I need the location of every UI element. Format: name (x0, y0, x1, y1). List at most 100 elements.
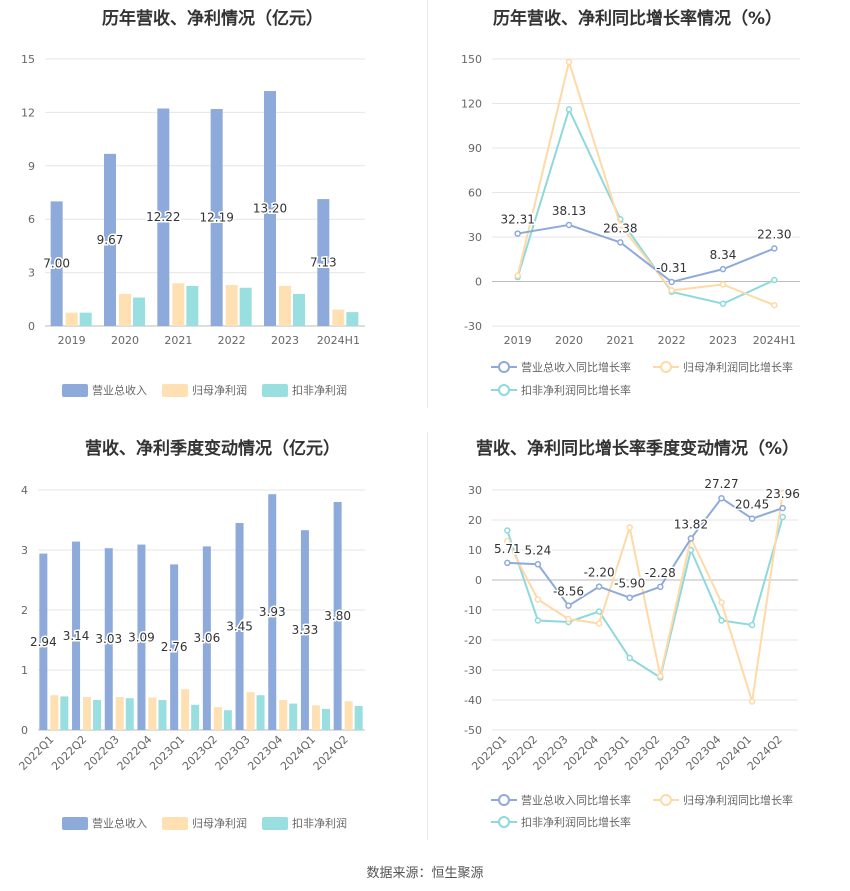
line-point (657, 583, 664, 591)
x-tick-label: 2022Q2 (49, 733, 89, 773)
line-data-label: 5.71 (494, 542, 521, 556)
y-tick-label: 30 (468, 231, 482, 244)
line-point (565, 58, 573, 66)
line-data-label: -0.31 (656, 261, 687, 275)
y-tick-label: 30 (468, 484, 482, 497)
line-data-label: 26.38 (603, 221, 637, 235)
y-tick-label: 9 (28, 160, 35, 173)
line-data-label: -2.28 (645, 566, 676, 580)
bar-parent-profit (225, 285, 238, 326)
bar-parent-profit (50, 695, 59, 730)
bar-parent-profit (213, 707, 222, 730)
legend-label: 扣非净利润同比增长率 (521, 383, 631, 397)
bar-data-label: 3.03 (95, 632, 122, 646)
bar-revenue (235, 523, 244, 730)
bar-revenue (317, 199, 330, 326)
legend-label: 扣非净利润 (292, 383, 347, 397)
line-point (617, 221, 624, 229)
line-data-label: -5.90 (614, 577, 645, 591)
line-point (719, 281, 727, 288)
bar-data-label: 2.94 (30, 635, 57, 649)
y-tick-label: -30 (464, 664, 482, 677)
legend-label: 扣非净利润同比增长率 (521, 815, 631, 829)
line-point (719, 300, 727, 307)
line-point (565, 106, 573, 113)
line-point (771, 276, 778, 284)
line-point (718, 617, 725, 624)
bar-parent-profit (65, 312, 78, 326)
y-tick-label: 3 (28, 267, 35, 280)
bar-revenue (264, 91, 276, 326)
line-point (779, 504, 786, 512)
x-tick-label: 2024H1 (317, 334, 360, 347)
y-tick-label: 150 (461, 53, 482, 66)
quarterly-profit-title: 营收、净利季度变动情况（亿元） (85, 439, 340, 459)
bar-deducted-profit (321, 709, 330, 730)
bar-revenue (50, 201, 63, 326)
legend-swatch (162, 817, 188, 830)
bar-data-label: 3.93 (259, 605, 286, 619)
line-series-revenue (517, 223, 775, 284)
line-series-parent-profit (516, 58, 775, 307)
bar-revenue (39, 553, 48, 730)
line-point (719, 265, 727, 273)
line-point (534, 561, 542, 568)
legend-marker (498, 361, 510, 373)
panel-divider-bottom (427, 432, 428, 840)
bar-data-label: 3.33 (292, 623, 319, 637)
bar-revenue (104, 153, 116, 326)
x-tick-label: 2019 (58, 334, 86, 347)
legend-swatch (262, 384, 288, 397)
x-tick-label: 2021 (606, 334, 634, 347)
bar-revenue (137, 544, 146, 730)
quarterly-growth-panel: 营收、净利同比增长率季度变动情况（%） -50 -40 -30 -20 -10 0 10 20… (425, 430, 850, 850)
x-tick-label: 2022 (658, 334, 686, 347)
bar-deducted-profit (60, 696, 69, 730)
bar-data-label: 3.80 (324, 609, 351, 623)
y-tick-label: 0 (475, 574, 482, 587)
x-tick-label: 2023 (709, 334, 737, 347)
x-tick-label: 2020 (111, 334, 139, 347)
bar-deducted-profit (79, 312, 92, 326)
line-point (565, 602, 572, 609)
line-point (504, 559, 511, 567)
bar-deducted-profit (293, 293, 305, 326)
line-series-revenue (507, 496, 784, 608)
bar-deducted-profit (191, 704, 200, 730)
bar-data-label: 12.22 (146, 210, 180, 224)
legend-marker (498, 384, 510, 396)
line-point (504, 527, 511, 534)
bar-deducted-profit (289, 703, 298, 730)
bar-data-label: 7.00 (43, 257, 70, 271)
line-data-label: 32.31 (500, 213, 534, 227)
line-point (748, 698, 756, 705)
bar-deducted-profit (346, 312, 359, 326)
y-tick-label: 15 (21, 53, 35, 66)
x-tick-label: 2023Q1 (147, 733, 187, 773)
legend-label: 营业总收入 (92, 816, 147, 830)
y-tick-label: 10 (468, 544, 482, 557)
annual-profit-title: 历年营收、净利情况（亿元） (102, 9, 323, 29)
bar-parent-profit (246, 692, 255, 730)
bar-deducted-profit (256, 695, 265, 730)
bar-data-label: 9.67 (97, 233, 124, 247)
line-point (687, 535, 695, 542)
quarterly-growth-title: 营收、净利同比增长率季度变动情况（%） (475, 439, 800, 459)
legend-marker (498, 794, 510, 806)
line-point (748, 621, 756, 629)
y-tick-label: -40 (464, 694, 482, 707)
bar-data-label: 7.13 (310, 256, 337, 270)
y-tick-label: 0 (21, 724, 28, 737)
bar-data-label: 2.76 (161, 640, 188, 654)
line-point (779, 513, 786, 521)
bar-deducted-profit (125, 698, 134, 730)
line-point (565, 221, 573, 229)
x-tick-label: 2019 (504, 334, 532, 347)
line-point (771, 301, 778, 309)
bar-deducted-profit (158, 700, 167, 730)
line-point (595, 620, 603, 627)
x-tick-label: 2023 (271, 334, 299, 347)
line-data-label: 27.27 (704, 477, 738, 491)
bar-deducted-profit (239, 287, 252, 326)
bar-data-label: 3.09 (128, 630, 155, 644)
